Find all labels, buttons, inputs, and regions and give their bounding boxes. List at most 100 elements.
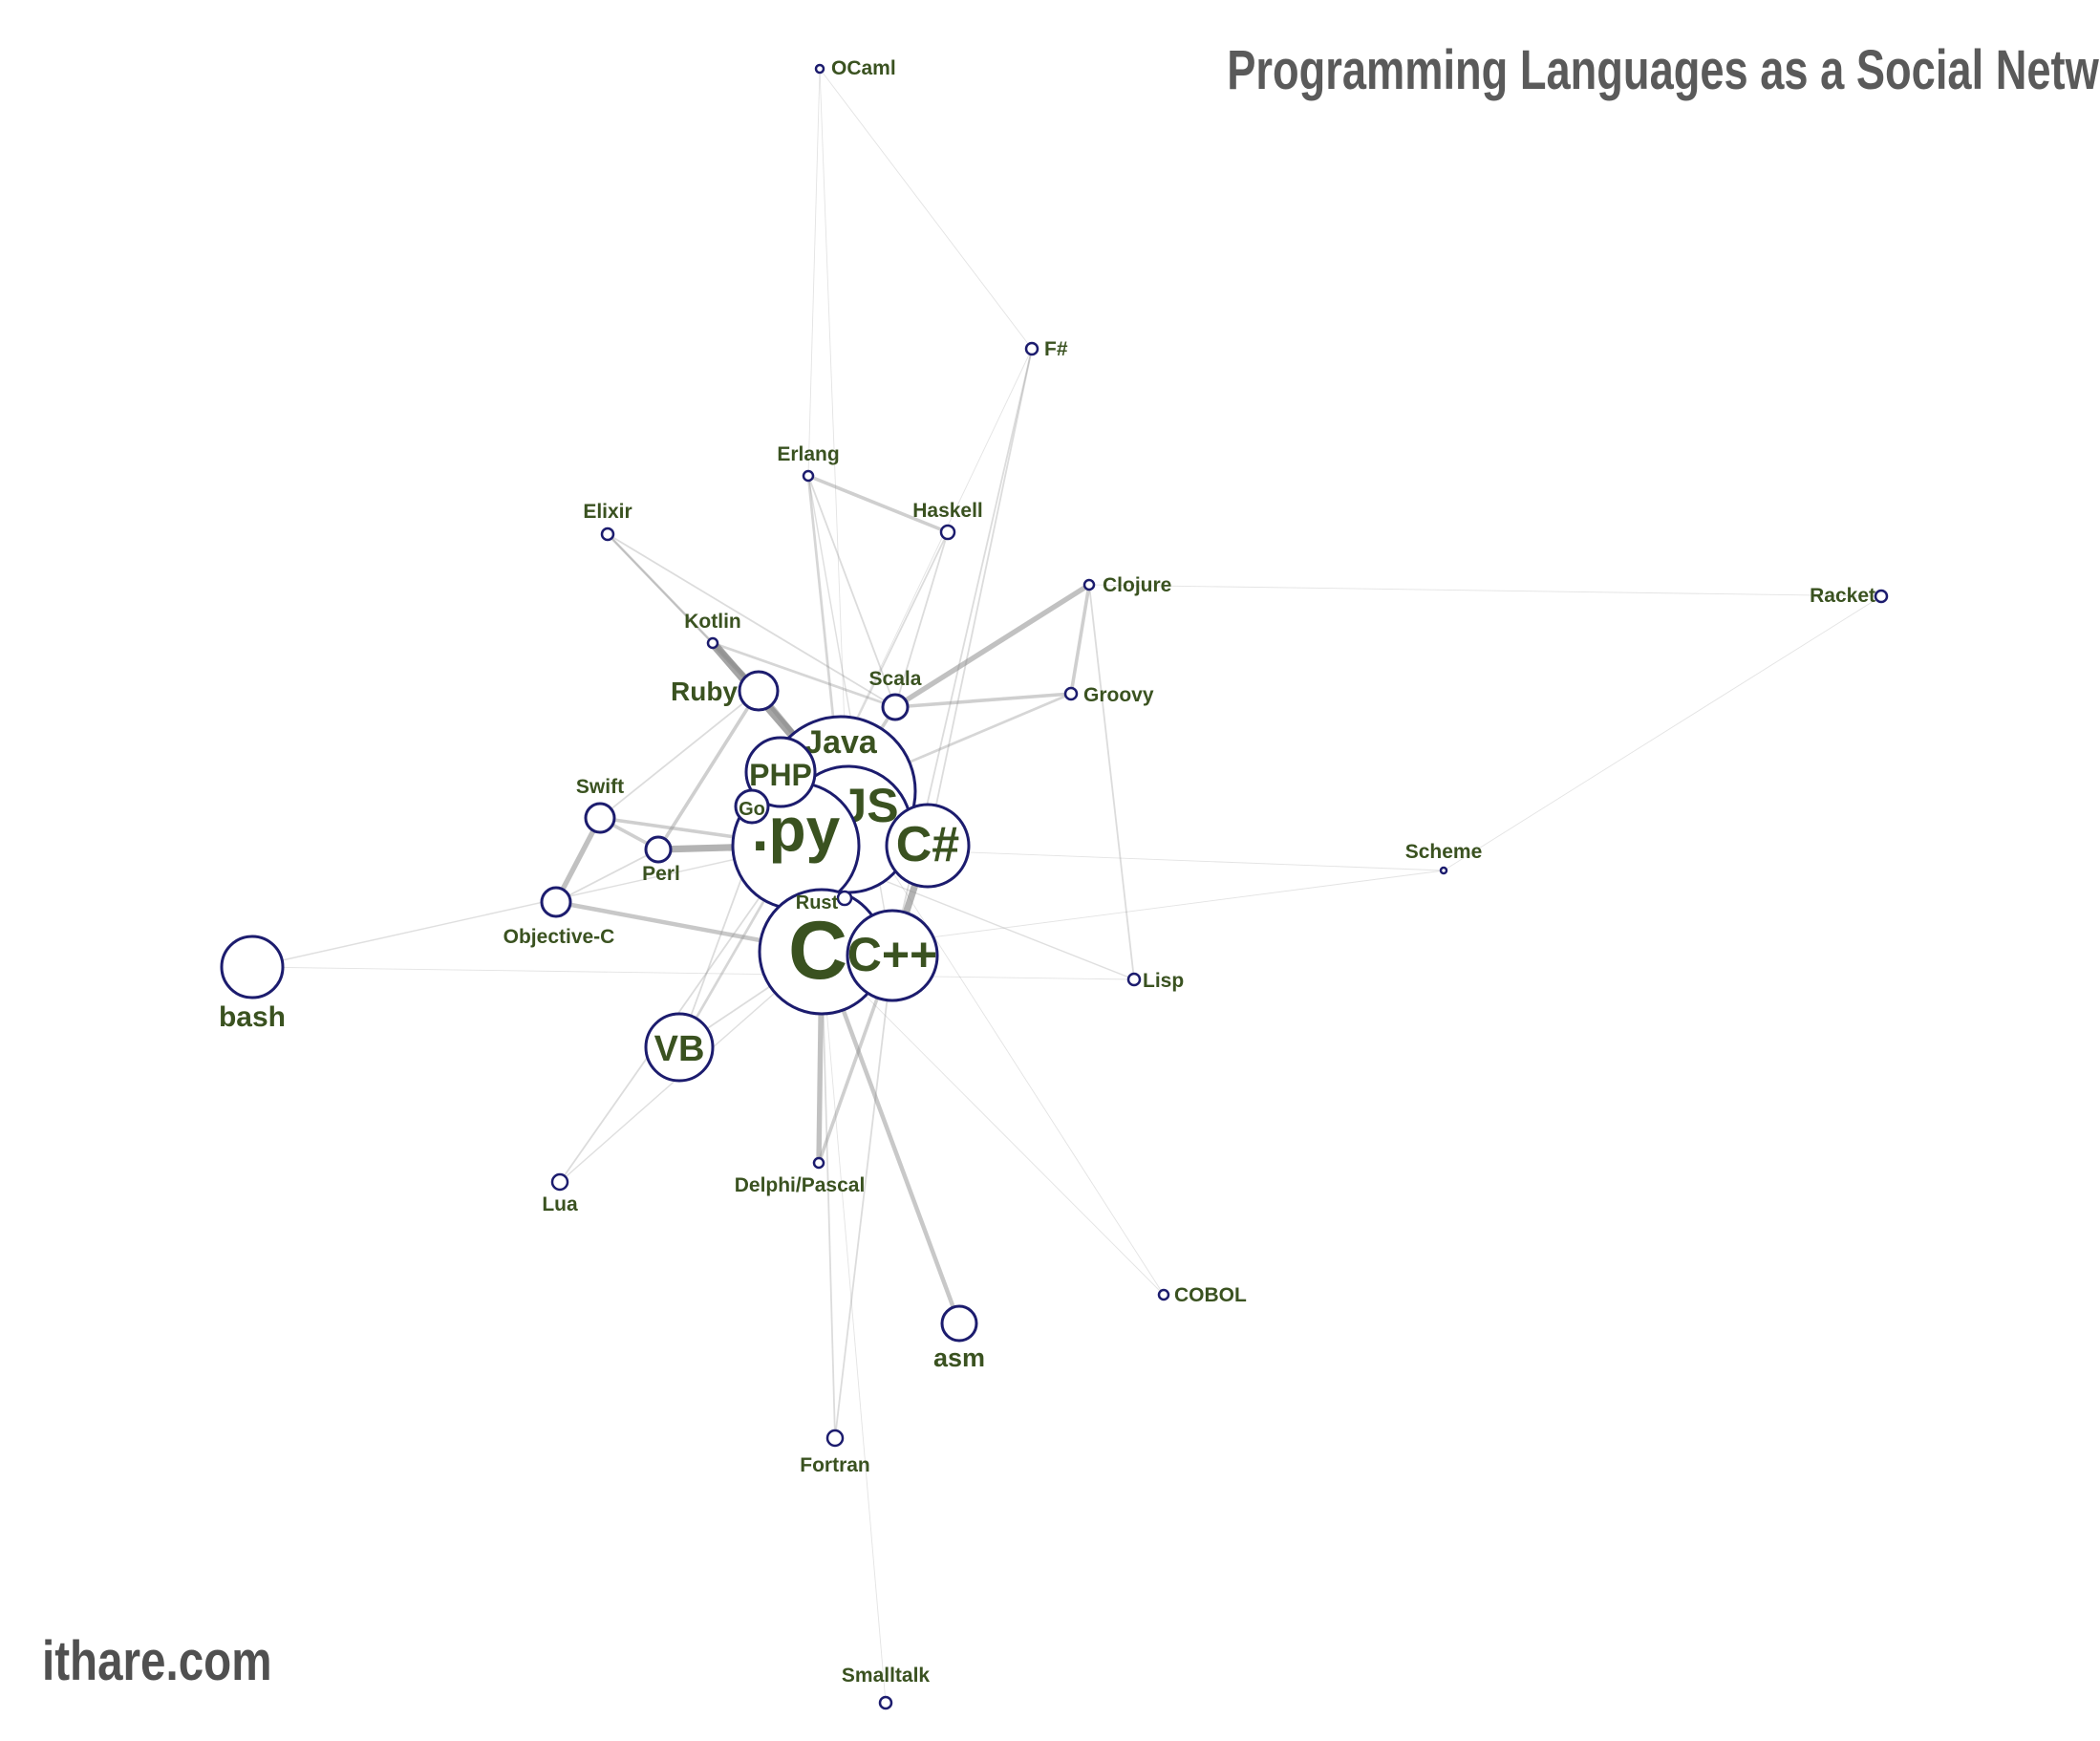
node-circle-objc [540, 886, 572, 918]
edge-bash-lisp [251, 966, 1135, 980]
node-lua: Lua [542, 1172, 578, 1215]
node-haskell: Haskell [912, 500, 983, 541]
node-label-perl: Perl [642, 863, 680, 885]
node-label-ocaml: OCaml [831, 57, 896, 79]
node-circle-haskell [939, 524, 956, 541]
node-label-php: PHP [749, 758, 812, 792]
node-circle-groovy [1063, 686, 1079, 701]
node-label-asm: asm [933, 1343, 985, 1372]
edge-ocaml-js [819, 68, 849, 830]
node-label-fortran: Fortran [800, 1454, 870, 1476]
node-label-java: Java [804, 724, 878, 761]
node-circle-elixir [600, 527, 615, 542]
node-ruby: Ruby [671, 670, 780, 712]
node-csharp: C# [885, 803, 971, 889]
node-circle-csharp [885, 803, 971, 889]
edge-haskell-scala [894, 531, 949, 708]
node-label-fsharp: F# [1044, 338, 1068, 360]
node-circle-scala [881, 693, 910, 721]
edges-layer [251, 68, 1882, 1704]
edge-clojure-groovy [1069, 583, 1091, 696]
node-label-objc: Objective-C [504, 926, 615, 948]
node-label-cobol: COBOL [1174, 1284, 1247, 1306]
edge-elixir-kotlin [606, 532, 715, 645]
node-label-go: Go [739, 799, 765, 820]
node-label-scala: Scala [869, 668, 922, 690]
node-lisp: Lisp [1126, 970, 1184, 992]
edge-elixir-scala [607, 533, 896, 708]
node-circle-rust [836, 890, 853, 907]
node-circle-scheme [1439, 866, 1448, 875]
edge-fortran-cpp [834, 955, 893, 1439]
node-circle-fsharp [1024, 341, 1039, 356]
edge-clojure-lisp [1088, 584, 1135, 980]
edge-racket-scheme [1443, 595, 1882, 871]
node-swift: Swift [576, 776, 624, 834]
node-label-clojure: Clojure [1103, 574, 1171, 596]
node-cpp: C++ [846, 909, 939, 1002]
node-scheme: Scheme [1405, 841, 1483, 875]
node-circle-ocaml [814, 63, 825, 75]
node-delphi: Delphi/Pascal [735, 1156, 865, 1196]
node-groovy: Groovy [1063, 684, 1154, 706]
edge-bash-py [251, 845, 797, 968]
node-label-lisp: Lisp [1143, 970, 1184, 992]
edge-erlang-scala [807, 475, 896, 708]
edge-erlang-haskell [806, 474, 950, 534]
node-label-lua: Lua [542, 1193, 578, 1215]
node-label-elixir: Elixir [583, 501, 632, 523]
node-circle-bash [220, 935, 285, 999]
node-vb: VB [644, 1012, 715, 1083]
node-circle-asm [940, 1304, 978, 1343]
node-label-cpp: C++ [847, 928, 938, 981]
edge-swift-ruby [599, 690, 760, 819]
node-circle-racket [1874, 589, 1889, 604]
node-bash: bash [219, 935, 286, 1033]
node-cobol: COBOL [1157, 1284, 1247, 1306]
node-label-c: C [788, 905, 847, 997]
node-label-scheme: Scheme [1405, 841, 1483, 863]
node-erlang: Erlang [777, 443, 840, 483]
edge-elixir-ruby [607, 533, 760, 692]
edge-fortran-c [821, 951, 836, 1439]
node-label-smalltalk: Smalltalk [842, 1665, 931, 1687]
node-label-vb: VB [654, 1029, 705, 1069]
edge-cobol-java [840, 790, 1165, 1296]
node-c: C [758, 888, 886, 1016]
chart-title: Programming Languages as a Social Networ… [1227, 39, 2100, 101]
edge-clojure-scala [892, 582, 1092, 710]
edge-racket-clojure [1088, 584, 1882, 597]
node-circle-cobol [1157, 1288, 1170, 1301]
node-rust: Rust [796, 890, 853, 913]
node-circle-go [734, 788, 770, 825]
node-label-bash: bash [219, 1001, 286, 1033]
node-label-groovy: Groovy [1083, 684, 1154, 706]
node-clojure: Clojure [1082, 574, 1171, 596]
node-circle-vb [644, 1012, 715, 1083]
node-label-ruby: Ruby [671, 677, 738, 706]
site-watermark: ithare.com [42, 1630, 272, 1692]
edge-cobol-c [821, 951, 1165, 1296]
node-racket: Racket [1810, 585, 1889, 607]
node-circle-ruby [738, 670, 780, 712]
node-circle-smalltalk [878, 1695, 893, 1710]
edge-ocaml-fsharp [819, 68, 1033, 350]
node-circle-php [744, 736, 817, 808]
node-ocaml: OCaml [814, 57, 896, 79]
edge-ocaml-erlang [807, 68, 821, 477]
node-elixir: Elixir [583, 501, 632, 542]
edge-swift-objc [553, 815, 603, 905]
node-label-rust: Rust [796, 892, 839, 913]
node-objc: Objective-C [504, 886, 615, 948]
node-circle-lua [550, 1172, 569, 1192]
node-label-erlang: Erlang [777, 443, 839, 465]
edge-smalltalk-c [821, 951, 887, 1704]
node-circle-delphi [812, 1156, 825, 1170]
edge-objc-perl [555, 849, 659, 903]
edge-scala-groovy [893, 692, 1073, 709]
node-circle-kotlin [706, 636, 719, 650]
node-label-csharp: C# [896, 817, 960, 872]
edge-fsharp-csharp [927, 348, 1033, 847]
